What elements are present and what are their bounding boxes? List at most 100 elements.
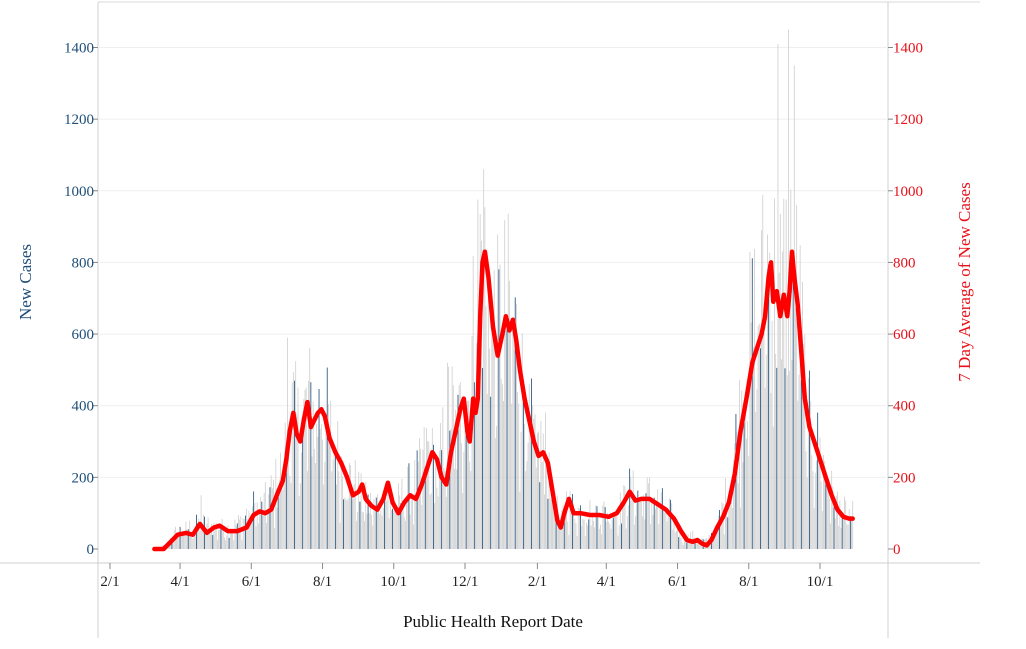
new-cases-bar xyxy=(372,525,374,549)
new-cases-bar xyxy=(497,234,499,549)
new-cases-bar xyxy=(273,479,274,549)
left-tick-label: 1000 xyxy=(64,184,94,200)
new-cases-bar xyxy=(449,430,451,549)
new-cases-bar xyxy=(374,507,376,549)
new-cases-bar xyxy=(753,347,754,549)
new-cases-bar xyxy=(735,413,737,549)
new-cases-bar xyxy=(317,436,319,549)
new-cases-bar xyxy=(712,536,713,549)
new-cases-bar xyxy=(698,539,699,549)
new-cases-bar xyxy=(396,514,398,549)
new-cases-bar xyxy=(506,318,508,549)
new-cases-bar xyxy=(243,519,245,549)
new-cases-bar xyxy=(670,499,671,549)
new-cases-bar xyxy=(791,360,793,549)
chart-frame xyxy=(0,1,980,638)
new-cases-bar xyxy=(615,512,617,549)
new-cases-bar xyxy=(534,414,536,549)
new-cases-bar xyxy=(565,516,566,549)
new-cases-bar xyxy=(637,490,639,549)
new-cases-bar xyxy=(407,466,409,549)
new-cases-bar xyxy=(395,512,397,549)
new-cases-bar xyxy=(561,510,563,549)
new-cases-bar xyxy=(845,500,847,549)
new-cases-bar xyxy=(839,500,841,549)
new-cases-bar xyxy=(631,500,633,549)
new-cases-bar xyxy=(452,385,454,549)
new-cases-bar xyxy=(401,478,403,549)
new-cases-bar xyxy=(837,491,838,549)
new-cases-bar xyxy=(513,327,515,549)
new-cases-bar xyxy=(636,503,638,549)
new-cases-bar xyxy=(611,519,613,549)
new-cases-bar xyxy=(292,372,294,549)
new-cases-bar xyxy=(423,427,425,549)
new-cases-bar xyxy=(325,413,327,549)
new-cases-bar xyxy=(454,468,455,549)
new-cases-bar xyxy=(838,525,840,549)
new-cases-bar xyxy=(617,535,619,549)
new-cases-bar xyxy=(464,430,466,549)
new-cases-bar xyxy=(529,415,531,549)
new-cases-bar xyxy=(807,378,809,549)
new-cases-bar xyxy=(593,521,594,549)
new-cases-bar xyxy=(816,460,817,549)
new-cases-bar xyxy=(554,497,556,549)
new-cases-bar xyxy=(746,438,747,549)
axis-ticks: 0 0 200 200 400 400 600 600 800 800 1000 1000 1200 12… xyxy=(64,41,923,591)
new-cases-bar xyxy=(198,518,200,549)
new-cases-bar xyxy=(786,375,788,549)
new-cases-bar xyxy=(559,524,560,549)
new-cases-bar xyxy=(363,512,364,549)
new-cases-bar xyxy=(848,509,850,549)
right-tick-label: 0 xyxy=(893,542,901,558)
new-cases-bar xyxy=(385,493,386,549)
new-cases-bar xyxy=(668,498,670,549)
new-cases-bar xyxy=(233,540,235,549)
new-cases-bar xyxy=(297,387,299,549)
right-tick-label: 1000 xyxy=(893,184,923,200)
new-cases-bar xyxy=(430,493,432,549)
new-cases-bar xyxy=(262,515,264,549)
new-cases-bar xyxy=(652,515,654,549)
new-cases-bar xyxy=(674,532,676,549)
new-cases-bar xyxy=(473,382,475,549)
new-cases-bar xyxy=(413,524,415,549)
new-cases-bar xyxy=(435,458,437,549)
new-cases-bar xyxy=(249,517,251,549)
new-cases-bar xyxy=(420,448,422,549)
new-cases-bar xyxy=(489,348,490,549)
new-cases-bar xyxy=(303,398,305,549)
new-cases-bar xyxy=(657,489,659,549)
new-cases-bar xyxy=(722,503,724,549)
new-cases-bar xyxy=(520,431,522,549)
new-cases-bar xyxy=(500,378,502,549)
new-cases-bar xyxy=(485,306,487,549)
new-cases-bar xyxy=(790,189,792,549)
new-cases-bar xyxy=(581,525,583,549)
new-cases-bar xyxy=(259,512,260,549)
new-cases-bar xyxy=(718,515,719,549)
new-cases-bar xyxy=(415,495,417,549)
seven-day-average-path xyxy=(152,249,855,552)
new-cases-bar xyxy=(825,478,827,549)
new-cases-bar xyxy=(308,380,309,549)
new-cases-bar xyxy=(172,539,174,549)
new-cases-bar xyxy=(350,465,351,549)
new-cases-bar xyxy=(218,529,220,549)
new-cases-bar xyxy=(402,506,404,549)
new-cases-bar xyxy=(699,542,701,549)
new-cases-bar xyxy=(776,367,778,549)
new-cases-bar xyxy=(338,471,340,549)
new-cases-bar xyxy=(219,529,221,549)
new-cases-bar xyxy=(459,382,461,549)
new-cases-bar xyxy=(536,433,538,549)
right-tick-label: 1200 xyxy=(893,112,923,128)
new-cases-bar xyxy=(672,529,674,549)
new-cases-bar xyxy=(381,515,383,549)
new-cases-bar xyxy=(621,523,622,549)
left-tick-label: 1200 xyxy=(64,112,94,128)
new-cases-bar xyxy=(589,500,591,549)
new-cases-bar xyxy=(199,530,201,549)
new-cases-bar xyxy=(224,537,225,549)
